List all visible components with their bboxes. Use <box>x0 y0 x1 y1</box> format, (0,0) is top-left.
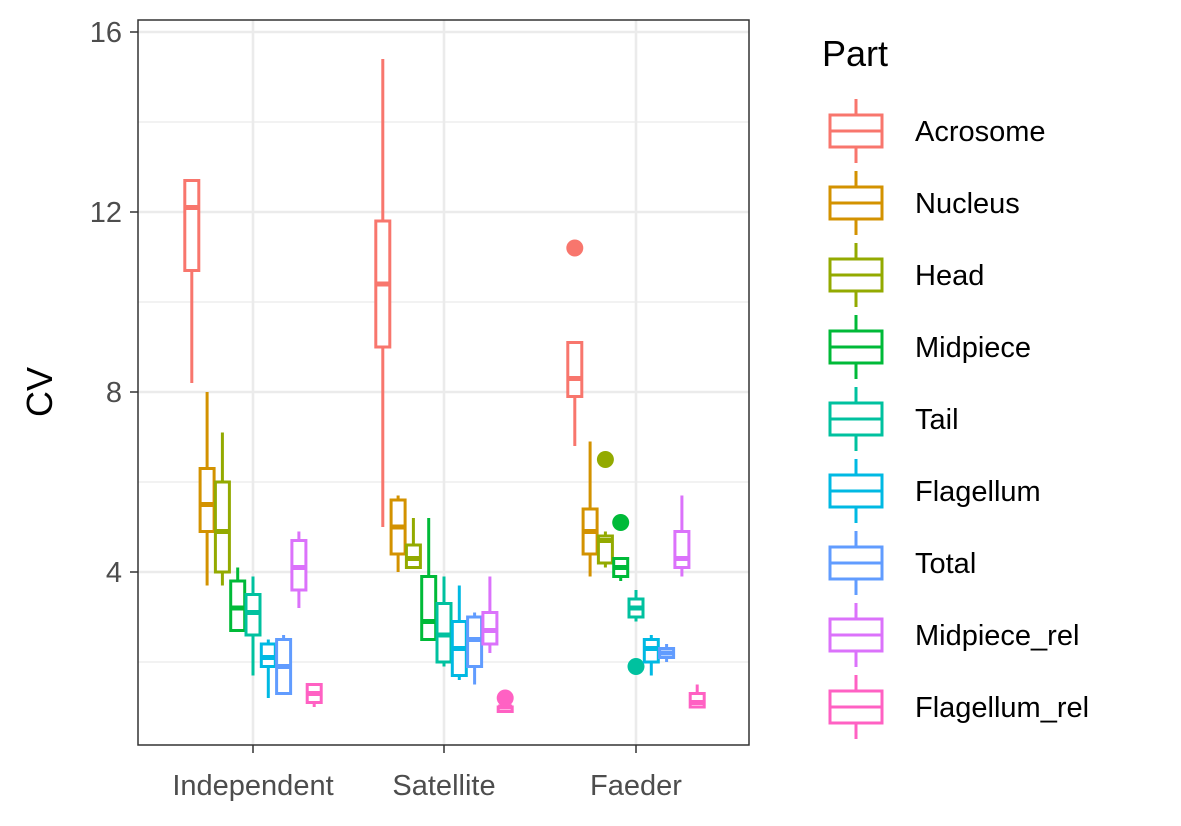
box <box>213 480 231 574</box>
legend-title: Part <box>822 33 888 74</box>
box-series <box>183 59 706 713</box>
legend-label: Head <box>915 260 984 292</box>
legend-item: Head <box>828 243 984 307</box>
legend-label: Total <box>915 548 976 580</box>
outlier-point <box>596 451 614 468</box>
legend-label: Flagellum <box>915 476 1041 508</box>
legend-item: Midpiece <box>828 315 1031 379</box>
box <box>198 467 216 533</box>
box <box>566 341 584 398</box>
series-flagellum <box>259 585 660 698</box>
series-total <box>275 612 676 695</box>
legend-item: Midpiece_rel <box>828 603 1079 667</box>
legend-label: Tail <box>915 404 959 436</box>
legend-item: Nucleus <box>828 171 1020 235</box>
x-axis: Independent Satellite Faeder <box>172 745 682 802</box>
x-tick-label: Satellite <box>392 770 495 802</box>
y-tick-label: 4 <box>106 557 122 589</box>
outlier-point <box>496 689 514 707</box>
box <box>420 575 438 641</box>
legend-label: Midpiece <box>915 332 1031 364</box>
series-head <box>213 432 614 586</box>
series-midpiece-rel <box>290 495 691 653</box>
outlier-point <box>566 239 584 257</box>
legend-item: Flagellum <box>828 459 1041 523</box>
x-tick-label: Faeder <box>590 770 682 802</box>
y-tick-label: 12 <box>90 197 122 229</box>
legend-item: Total <box>828 531 976 595</box>
legend-item: Acrosome <box>828 99 1046 163</box>
x-tick-label: Independent <box>172 770 333 802</box>
y-axis-title: CV <box>19 367 60 417</box>
outlier-point <box>627 658 645 675</box>
series-flagellum-rel <box>305 683 706 713</box>
y-tick-label: 16 <box>90 17 122 49</box>
legend-item: Tail <box>828 387 959 451</box>
legend-label: Midpiece_rel <box>915 620 1079 652</box>
legend: Part Acrosome Nucleus Head Midpiece Tail Flag… <box>822 33 1089 739</box>
y-axis: 4 8 12 16 <box>90 17 138 589</box>
y-tick-label: 8 <box>106 377 122 409</box>
box <box>183 179 201 272</box>
outlier-point <box>612 514 630 531</box>
series-acrosome <box>183 59 584 527</box>
legend-label: Acrosome <box>915 116 1046 148</box>
legend-label: Nucleus <box>915 188 1020 220</box>
box <box>673 530 691 569</box>
legend-item: Flagellum_rel <box>828 675 1089 739</box>
legend-label: Flagellum_rel <box>915 692 1089 724</box>
